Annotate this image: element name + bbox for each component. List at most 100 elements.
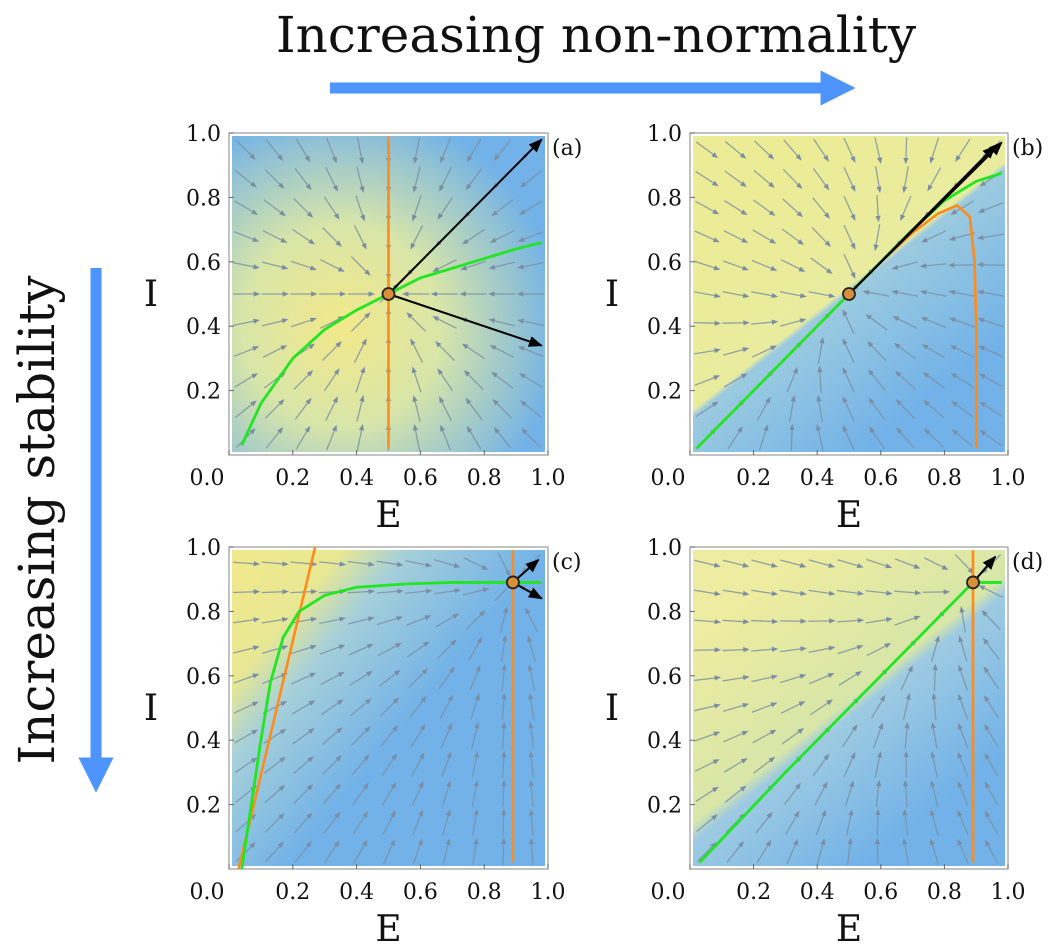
axes: 0.0 0.2 0.4 0.6 0.8 1.0 0.2 0.4 0.6 0.8 1.0 — [647, 122, 1026, 491]
stream-arrow — [842, 367, 855, 393]
stream-arrow — [779, 559, 807, 568]
stream-arrow — [694, 759, 720, 772]
stream-arrow — [895, 398, 916, 420]
stream-arrow — [434, 559, 461, 569]
stream-arrow — [843, 253, 856, 279]
stream-arrow — [261, 561, 289, 567]
stream-arrow — [812, 753, 830, 777]
stream-arrow — [234, 757, 258, 774]
stream-arrow — [528, 808, 534, 836]
stream-arrow — [722, 589, 750, 597]
x-tick-label: 0.4 — [339, 880, 374, 905]
stream-arrow — [234, 373, 259, 388]
x-tick-label: 0.8 — [467, 880, 502, 905]
stream-arrow — [868, 397, 886, 421]
stream-arrow — [520, 170, 542, 188]
stream-arrow — [751, 702, 778, 713]
x-tick-label: 1.0 — [531, 880, 566, 905]
stream-arrow — [294, 168, 312, 191]
stream-arrow — [461, 343, 485, 360]
stream-arrow — [470, 693, 480, 720]
stream-arrow — [812, 167, 830, 191]
stream-arrow — [235, 170, 257, 188]
y-tick-label: 0.8 — [647, 600, 682, 625]
stream-arrow — [957, 838, 969, 865]
stream-arrow — [977, 202, 1004, 213]
stream-arrow — [356, 395, 365, 422]
stream-arrow — [292, 755, 314, 775]
stream-arrow — [865, 617, 893, 624]
stream-arrow — [816, 838, 826, 865]
stream-arrow — [814, 781, 828, 806]
stream-arrow — [846, 837, 853, 865]
stream-arrow — [927, 167, 942, 192]
x-tick-label: 0.4 — [339, 466, 374, 491]
stream-arrow — [406, 312, 427, 332]
stream-arrow — [232, 589, 261, 595]
stream-arrow — [808, 559, 836, 568]
stream-arrow — [439, 167, 452, 192]
stream-arrow — [356, 137, 365, 165]
stream-arrow — [722, 291, 750, 299]
stream-arrow — [433, 588, 462, 595]
stream-arrow — [262, 345, 288, 358]
stream-arrow — [293, 198, 314, 218]
stream-arrow — [752, 345, 777, 358]
stream-arrow — [753, 140, 775, 160]
stream-arrow — [517, 262, 544, 270]
stream-arrow — [412, 809, 423, 836]
stream-arrow — [263, 728, 287, 744]
stream-arrow — [875, 195, 881, 223]
stream-arrow — [435, 341, 455, 361]
x-axis-label: E — [375, 909, 401, 944]
stream-arrow — [265, 841, 284, 863]
stream-arrow — [471, 722, 480, 749]
stream-arrow — [528, 837, 535, 865]
stream-arrow — [376, 588, 404, 595]
stream-arrow — [528, 721, 535, 749]
x-tick-label: 0.4 — [800, 466, 835, 491]
stream-arrow — [232, 561, 261, 567]
stream-arrow — [923, 428, 945, 448]
stream-arrow — [353, 338, 367, 363]
stream-arrow — [263, 756, 286, 774]
stream-arrow — [469, 664, 481, 691]
stream-arrow — [356, 166, 365, 193]
x-tick-label: 0.2 — [275, 466, 310, 491]
stream-arrow — [322, 783, 342, 805]
stream-arrow — [722, 647, 750, 653]
stream-arrow — [501, 663, 507, 692]
eigenvector-arrow — [387, 138, 543, 295]
stream-arrow — [931, 692, 937, 721]
stream-arrow — [232, 617, 261, 624]
x-tick-label: 1.0 — [531, 466, 566, 491]
stream-arrow — [489, 345, 515, 358]
stream-arrow — [320, 671, 345, 686]
stream-arrow — [874, 751, 882, 778]
y-axis-label: I — [605, 688, 619, 729]
stream-arrow — [981, 610, 1001, 631]
stream-arrow — [233, 645, 260, 654]
stream-arrow — [868, 369, 886, 391]
stream-arrow — [785, 810, 800, 835]
stream-arrow — [865, 314, 888, 331]
stream-arrow — [319, 644, 346, 655]
x-axis-label: E — [836, 495, 862, 536]
stream-arrow — [432, 259, 457, 272]
stream-arrow — [491, 371, 514, 389]
stream-arrow — [782, 198, 804, 218]
stream-arrow — [517, 318, 544, 326]
panel-tag: (b) — [1012, 136, 1043, 161]
stream-arrow — [815, 809, 826, 836]
stream-arrow — [411, 781, 424, 807]
stream-arrow — [379, 697, 400, 717]
stream-arrow — [874, 837, 881, 865]
x-tick-label: 0.6 — [403, 880, 438, 905]
stream-arrow — [930, 721, 938, 749]
stream-arrow — [869, 426, 885, 450]
x-tick-label: 0.2 — [275, 880, 310, 905]
stream-arrow — [261, 589, 289, 595]
stream-arrow — [382, 810, 396, 835]
stream-arrow — [724, 170, 747, 188]
stream-arrow — [836, 617, 865, 624]
